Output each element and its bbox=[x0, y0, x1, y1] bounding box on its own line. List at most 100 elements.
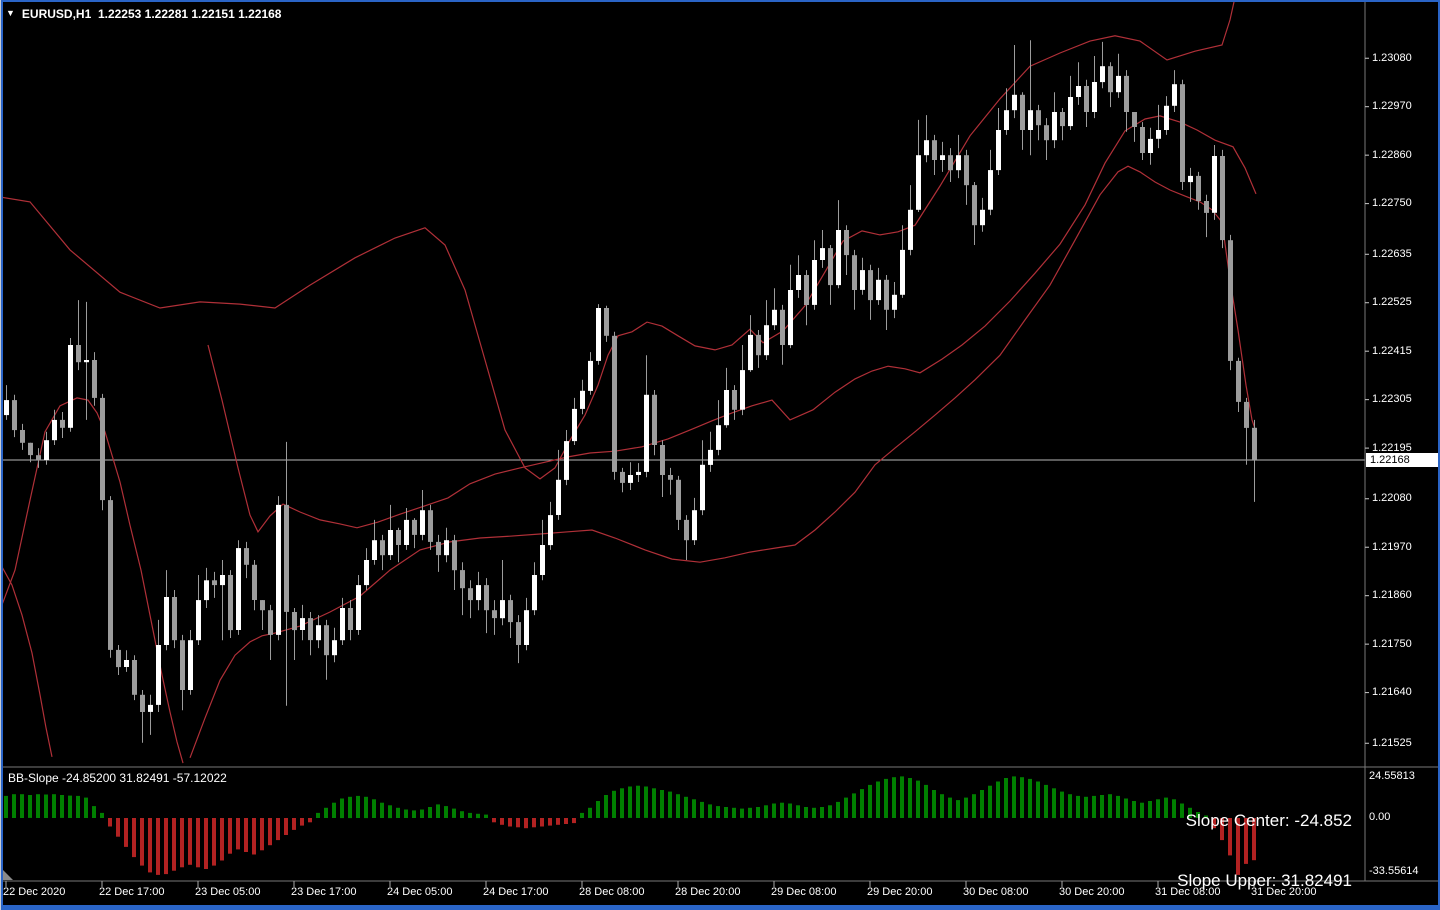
bear-candle bbox=[132, 660, 137, 695]
slope-bar-positive bbox=[764, 805, 768, 819]
bear-candle bbox=[348, 608, 353, 630]
bull-candle bbox=[564, 441, 569, 480]
slope-bar-negative bbox=[244, 818, 248, 852]
indicator-scale-label: 0.00 bbox=[1369, 810, 1391, 823]
bull-candle bbox=[988, 170, 993, 210]
slope-bar-positive bbox=[436, 804, 440, 818]
bull-candle bbox=[812, 260, 817, 305]
bear-candle bbox=[324, 625, 329, 656]
slope-bar-positive bbox=[100, 812, 104, 818]
slope-bar-positive bbox=[1164, 797, 1168, 818]
bull-candle bbox=[1212, 156, 1217, 213]
slope-bar-negative bbox=[556, 818, 560, 825]
bull-candle bbox=[444, 540, 449, 556]
slope-bar-positive bbox=[1180, 803, 1184, 818]
slope-bar-negative bbox=[564, 818, 568, 824]
price-axis-label: 1.21525 bbox=[1372, 736, 1412, 749]
slope-center-label: Slope Center: -24.852 bbox=[1185, 811, 1352, 830]
slope-bar-positive bbox=[772, 803, 776, 818]
slope-bar-positive bbox=[644, 786, 648, 818]
time-axis-label: 28 Dec 08:00 bbox=[579, 886, 645, 898]
bull-candle bbox=[532, 575, 537, 611]
price-axis-label: 1.22750 bbox=[1372, 197, 1412, 210]
slope-bar-negative bbox=[1220, 818, 1224, 841]
bear-candle bbox=[172, 597, 177, 641]
bollinger-middle-band bbox=[207, 115, 1257, 533]
slope-bar-positive bbox=[380, 802, 384, 818]
bear-candle bbox=[268, 610, 273, 635]
slope-comment-block: Slope Center: -24.852 Slope Upper: 31.82… bbox=[1113, 771, 1352, 910]
bull-candle bbox=[556, 479, 561, 515]
slope-bar-positive bbox=[828, 805, 832, 819]
bull-candle bbox=[692, 510, 697, 541]
bear-candle bbox=[1236, 360, 1241, 402]
time-axis-label: 22 Dec 17:00 bbox=[99, 886, 165, 898]
slope-bar-positive bbox=[924, 784, 928, 818]
bear-candle bbox=[36, 455, 41, 460]
bull-candle bbox=[1028, 110, 1033, 130]
slope-bar-positive bbox=[1156, 799, 1160, 818]
bear-candle bbox=[428, 510, 433, 542]
slope-bar-positive bbox=[732, 807, 736, 818]
slope-bar-negative bbox=[516, 818, 520, 828]
slope-bar-positive bbox=[468, 812, 472, 818]
bull-candle bbox=[628, 475, 633, 483]
bull-candle bbox=[772, 309, 777, 326]
bollinger-lower-band-0 bbox=[0, 397, 184, 764]
slope-bar-positive bbox=[1068, 794, 1072, 818]
slope-bar-positive bbox=[788, 803, 792, 818]
slope-bar-negative bbox=[268, 818, 272, 846]
bear-candle bbox=[468, 588, 473, 601]
slope-bar-negative bbox=[116, 818, 120, 837]
slope-bar-negative bbox=[292, 818, 296, 830]
bull-candle bbox=[1164, 105, 1169, 130]
indicator-scale-label: -33.55614 bbox=[1369, 864, 1419, 877]
price-axis-label: 1.22305 bbox=[1372, 393, 1412, 406]
bull-candle bbox=[236, 548, 241, 630]
bull-candle bbox=[636, 471, 641, 475]
slope-bar-negative bbox=[492, 818, 496, 823]
slope-bar-positive bbox=[1012, 776, 1016, 818]
bull-candle bbox=[1092, 82, 1097, 112]
slope-bar-positive bbox=[1044, 784, 1048, 818]
bear-candle bbox=[380, 540, 385, 556]
time-axis-label: 30 Dec 08:00 bbox=[963, 886, 1029, 898]
dropdown-arrow-icon: ▼ bbox=[6, 8, 15, 18]
bull-candle bbox=[156, 645, 161, 705]
bear-candle bbox=[620, 471, 625, 483]
time-axis-label: 31 Dec 20:00 bbox=[1251, 886, 1317, 898]
bear-candle bbox=[668, 475, 673, 480]
slope-bar-positive bbox=[1148, 801, 1152, 818]
pane-resize-grip-icon[interactable] bbox=[3, 870, 13, 880]
slope-bar-positive bbox=[844, 797, 848, 818]
bear-candle bbox=[140, 694, 145, 712]
slope-bar-negative bbox=[260, 818, 264, 851]
slope-bar-negative bbox=[180, 818, 184, 868]
bull-candle bbox=[596, 308, 601, 361]
bollinger-lower-band-2 bbox=[189, 165, 1257, 759]
bear-candle bbox=[1140, 127, 1145, 153]
bull-candle bbox=[364, 560, 369, 586]
bull-candle bbox=[940, 155, 945, 160]
bear-candle bbox=[660, 445, 665, 475]
bull-candle bbox=[956, 155, 961, 171]
bull-candle bbox=[372, 540, 377, 560]
ohlc-values: 1.22253 1.22281 1.22151 1.22168 bbox=[97, 7, 282, 21]
bear-candle bbox=[1108, 66, 1113, 93]
bear-candle bbox=[12, 400, 17, 431]
slope-bar-positive bbox=[668, 791, 672, 818]
window-border-right bbox=[1438, 0, 1440, 910]
bull-candle bbox=[588, 360, 593, 391]
slope-bar-positive bbox=[1052, 788, 1056, 819]
slope-bar-negative bbox=[228, 818, 232, 854]
slope-bar-negative bbox=[508, 818, 512, 827]
time-axis-label: 22 Dec 2020 bbox=[3, 886, 66, 898]
slope-bar-negative bbox=[188, 818, 192, 865]
slope-bar-negative bbox=[276, 818, 280, 841]
bull-candle bbox=[924, 140, 929, 156]
slope-bar-negative bbox=[300, 818, 304, 826]
slope-bar-positive bbox=[724, 807, 728, 818]
bear-candle bbox=[676, 479, 681, 520]
slope-bar-positive bbox=[340, 798, 344, 819]
